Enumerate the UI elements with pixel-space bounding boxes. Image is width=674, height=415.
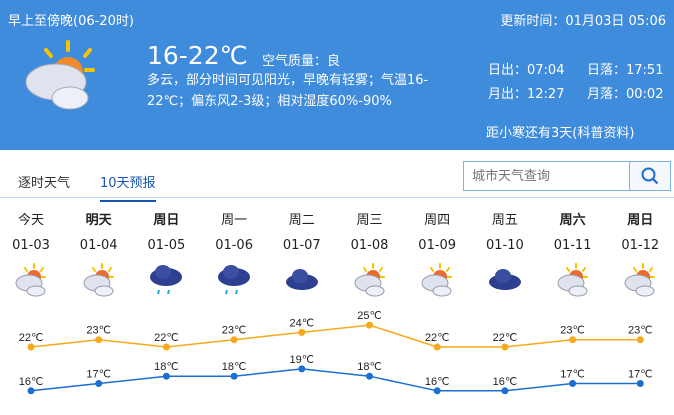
partly-cloudy-icon: [0, 262, 65, 302]
high-temp-label: 22℃: [19, 332, 44, 344]
low-temp-label: 18℃: [154, 361, 179, 373]
high-temp-point: [27, 343, 35, 351]
high-temp-label: 22℃: [493, 332, 518, 344]
high-temp-point: [636, 336, 644, 344]
day-date: 01-07: [282, 238, 321, 253]
day-date: 01-03: [12, 238, 50, 253]
tab-bar: 逐时天气 10天预报: [0, 150, 674, 202]
day-date: 01-04: [79, 238, 118, 253]
sunrise: 日出：07:04: [488, 63, 565, 78]
high-temp-label: 23℃: [628, 325, 653, 337]
high-temp-label: 22℃: [154, 332, 179, 344]
low-temp-label: 17℃: [560, 369, 585, 381]
day-name: 周一: [221, 213, 248, 228]
low-temp-label: 17℃: [86, 369, 111, 381]
low-temp-line: [30, 368, 641, 392]
moonset: 月落：00:02: [587, 87, 664, 102]
moonrise: 月出：12:27: [488, 87, 565, 102]
day-date: 01-10: [486, 238, 524, 253]
city-search: [463, 161, 671, 191]
sunset: 日落：17:51: [587, 63, 664, 78]
low-temp-point: [636, 380, 644, 387]
partly-cloudy-icon: [607, 262, 674, 302]
high-temp-label: 23℃: [86, 325, 111, 337]
low-temp-point: [95, 380, 103, 387]
current-weather-panel: 早上至傍晚(06-20时) 更新时间：01月03日 05:06 16-22℃ 空…: [0, 0, 674, 150]
tab-10day[interactable]: 10天预报: [100, 172, 156, 202]
partly-cloudy-icon: [336, 262, 403, 302]
day-name: 今天: [17, 213, 44, 228]
solar-term-link[interactable]: 距小寒还有3天(科普资料): [486, 126, 635, 141]
temperature-range: 16-22℃: [147, 41, 248, 70]
search-input[interactable]: [464, 162, 629, 190]
day-name: 周日: [627, 213, 654, 228]
high-temp-line: [30, 324, 641, 348]
cloudy-icon: [268, 262, 335, 302]
low-temp-point: [569, 380, 577, 387]
high-temp-point: [298, 328, 306, 336]
period-label: 早上至傍晚(06-20时): [8, 14, 134, 29]
search-icon: [641, 167, 659, 185]
partly-cloudy-icon: [539, 262, 606, 302]
cloudy-icon: [471, 262, 538, 302]
high-temp-point: [433, 343, 441, 351]
high-temp-point: [230, 336, 238, 344]
low-temp-point: [501, 387, 509, 395]
day-name: 周六: [559, 213, 586, 228]
tab-hourly[interactable]: 逐时天气: [18, 176, 71, 191]
low-temp-label: 18℃: [222, 361, 247, 373]
day-date: 01-12: [621, 238, 660, 253]
rain-icon: [201, 262, 268, 302]
low-temp-label: 18℃: [357, 361, 382, 373]
low-temp-label: 16℃: [493, 376, 518, 388]
day-name: 周三: [356, 213, 383, 228]
high-temp-label: 25℃: [357, 310, 382, 322]
partly-cloudy-icon: [18, 38, 98, 117]
day-name: 周四: [424, 213, 451, 228]
search-button[interactable]: [629, 162, 670, 190]
partly-cloudy-icon: [65, 262, 132, 302]
air-quality: 空气质量：良: [262, 54, 341, 69]
high-temp-point: [366, 321, 373, 329]
low-temp-point: [298, 365, 306, 373]
high-temp-point: [569, 336, 577, 344]
high-temp-point: [162, 343, 170, 351]
low-temp-label: 16℃: [19, 376, 44, 388]
low-temp-point: [162, 372, 170, 380]
low-temp-label: 16℃: [425, 376, 450, 388]
weather-description: 多云，部分时间可见阳光，早晚有轻雾；气温16-22℃；偏东风2-3级；相对湿度6…: [147, 73, 429, 109]
low-temp-point: [366, 372, 373, 380]
high-temp-point: [95, 336, 103, 344]
day-name: 周二: [288, 213, 315, 228]
day-name: 周日: [153, 213, 180, 228]
update-time: 更新时间：01月03日 05:06: [500, 14, 666, 29]
temperature-chart: 22℃ 23℃ 22℃ 23℃ 24℃ 25℃ 22℃ 22℃ 23℃ 23℃ 16℃ 17℃ 18℃ 1…: [19, 310, 653, 395]
rain-icon: [133, 262, 200, 302]
high-temp-label: 22℃: [425, 332, 450, 344]
low-temp-label: 17℃: [628, 369, 653, 381]
high-temp-label: 24℃: [290, 317, 315, 329]
high-temp-label: 23℃: [560, 325, 585, 337]
high-temp-label: 23℃: [222, 325, 247, 337]
day-date: 01-09: [418, 238, 457, 253]
low-temp-point: [230, 372, 238, 380]
day-date: 01-06: [215, 238, 253, 253]
low-temp-point: [27, 387, 35, 395]
high-temp-point: [501, 343, 509, 351]
day-date: 01-05: [147, 238, 186, 253]
day-date: 01-11: [553, 238, 592, 253]
day-name: 周五: [491, 213, 518, 228]
day-date: 01-08: [350, 238, 389, 253]
low-temp-label: 19℃: [290, 354, 315, 366]
partly-cloudy-icon: [404, 262, 471, 302]
low-temp-point: [433, 387, 441, 395]
day-name: 明天: [85, 213, 112, 228]
